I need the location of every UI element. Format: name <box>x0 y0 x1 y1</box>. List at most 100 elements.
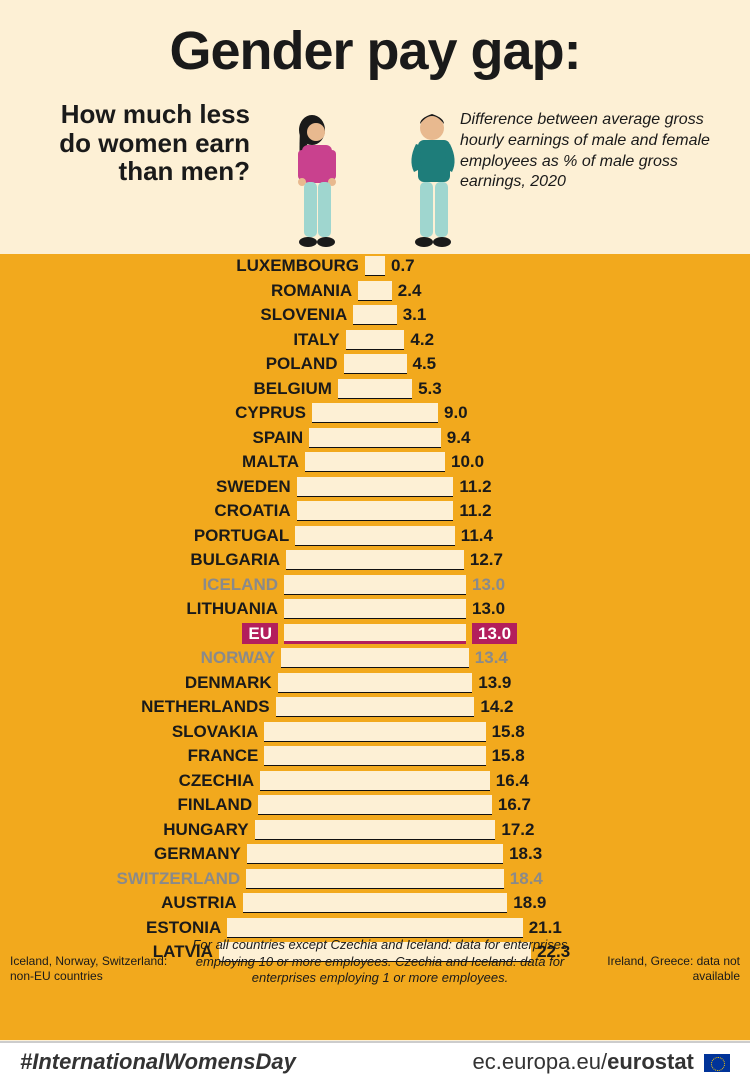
chart-row: BELGIUM5.3 <box>0 377 750 402</box>
eu-flag-icon <box>704 1054 730 1072</box>
row-value: 0.7 <box>375 254 750 278</box>
row-label: AUSTRIA <box>0 891 375 915</box>
row-value: 11.2 <box>375 499 750 523</box>
chart-row: ROMANIA2.4 <box>0 279 750 304</box>
divergent-chart: LUXEMBOURG0.7ROMANIA2.4SLOVENIA3.1ITALY4… <box>0 254 750 970</box>
chart-row: DENMARK13.9 <box>0 671 750 696</box>
row-value: 11.4 <box>375 524 750 548</box>
row-label: BELGIUM <box>0 377 375 401</box>
row-value: 13.0 <box>375 597 750 621</box>
chart-area: LUXEMBOURG0.7ROMANIA2.4SLOVENIA3.1ITALY4… <box>0 254 750 1040</box>
row-value: 13.0 <box>375 622 750 646</box>
row-label: SPAIN <box>0 426 375 450</box>
row-value: 3.1 <box>375 303 750 327</box>
chart-row: FINLAND16.7 <box>0 793 750 818</box>
row-value: 5.3 <box>375 377 750 401</box>
chart-row: ICELAND13.0 <box>0 573 750 598</box>
row-label: LITHUANIA <box>0 597 375 621</box>
row-label: ICELAND <box>0 573 375 597</box>
row-value: 10.0 <box>375 450 750 474</box>
footnote-center: For all countries except Czechia and Ice… <box>190 937 570 986</box>
chart-row: BULGARIA12.7 <box>0 548 750 573</box>
row-label: SWITZERLAND <box>0 867 375 891</box>
row-value: 15.8 <box>375 720 750 744</box>
chart-row: SWITZERLAND18.4 <box>0 867 750 892</box>
row-value: 13.9 <box>375 671 750 695</box>
woman-figure <box>298 115 336 247</box>
row-label: DENMARK <box>0 671 375 695</box>
chart-row: NETHERLANDS14.2 <box>0 695 750 720</box>
row-value: 18.4 <box>375 867 750 891</box>
row-value: 18.9 <box>375 891 750 915</box>
row-label: FINLAND <box>0 793 375 817</box>
row-value: 18.3 <box>375 842 750 866</box>
chart-row: CROATIA11.2 <box>0 499 750 524</box>
chart-row: LITHUANIA13.0 <box>0 597 750 622</box>
row-label: POLAND <box>0 352 375 376</box>
row-label: NETHERLANDS <box>0 695 375 719</box>
chart-row: LUXEMBOURG0.7 <box>0 254 750 279</box>
row-label: EU <box>0 622 375 646</box>
row-label: SLOVENIA <box>0 303 375 327</box>
row-label: BULGARIA <box>0 548 375 572</box>
row-label: SWEDEN <box>0 475 375 499</box>
row-value: 16.7 <box>375 793 750 817</box>
row-label: CROATIA <box>0 499 375 523</box>
chart-row: HUNGARY17.2 <box>0 818 750 843</box>
man-figure <box>411 114 454 247</box>
row-label: MALTA <box>0 450 375 474</box>
row-label: GERMANY <box>0 842 375 866</box>
chart-row: EU13.0 <box>0 622 750 647</box>
row-label: SLOVAKIA <box>0 720 375 744</box>
chart-row: FRANCE15.8 <box>0 744 750 769</box>
row-label: ROMANIA <box>0 279 375 303</box>
row-label: ITALY <box>0 328 375 352</box>
row-value: 21.1 <box>375 916 750 940</box>
row-label: CZECHIA <box>0 769 375 793</box>
chart-row: SLOVENIA3.1 <box>0 303 750 328</box>
row-value: 12.7 <box>375 548 750 572</box>
chart-row: SWEDEN11.2 <box>0 475 750 500</box>
chart-row: PORTUGAL11.4 <box>0 524 750 549</box>
row-label: ESTONIA <box>0 916 375 940</box>
people-illustration <box>260 100 490 260</box>
row-label: HUNGARY <box>0 818 375 842</box>
chart-row: AUSTRIA18.9 <box>0 891 750 916</box>
source-bold: eurostat <box>607 1049 694 1074</box>
chart-row: NORWAY13.4 <box>0 646 750 671</box>
row-value: 14.2 <box>375 695 750 719</box>
row-value: 13.0 <box>375 573 750 597</box>
row-value: 15.8 <box>375 744 750 768</box>
hashtag: #InternationalWomensDay <box>20 1049 296 1075</box>
chart-row: ITALY4.2 <box>0 328 750 353</box>
chart-row: SLOVAKIA15.8 <box>0 720 750 745</box>
chart-row: CZECHIA16.4 <box>0 769 750 794</box>
chart-row: CYPRUS9.0 <box>0 401 750 426</box>
footnote-right: Ireland, Greece: data not available <box>590 954 740 984</box>
description: Difference between average gross hourly … <box>460 110 720 193</box>
row-label: LUXEMBOURG <box>0 254 375 278</box>
chart-row: POLAND4.5 <box>0 352 750 377</box>
subtitle: How much less do women earn than men? <box>30 100 250 186</box>
row-value: 16.4 <box>375 769 750 793</box>
chart-row: MALTA10.0 <box>0 450 750 475</box>
row-label: FRANCE <box>0 744 375 768</box>
row-value: 13.4 <box>375 646 750 670</box>
page-title: Gender pay gap: <box>0 0 750 82</box>
row-value: 4.5 <box>375 352 750 376</box>
chart-row: GERMANY18.3 <box>0 842 750 867</box>
footer-bar: #InternationalWomensDay ec.europa.eu/eur… <box>0 1041 750 1089</box>
footnote-left: Iceland, Norway, Switzerland: non-EU cou… <box>10 954 180 984</box>
row-value: 9.4 <box>375 426 750 450</box>
chart-row: SPAIN9.4 <box>0 426 750 451</box>
row-label: CYPRUS <box>0 401 375 425</box>
row-value: 11.2 <box>375 475 750 499</box>
row-value: 9.0 <box>375 401 750 425</box>
source-link[interactable]: ec.europa.eu/eurostat <box>473 1049 730 1075</box>
row-label: PORTUGAL <box>0 524 375 548</box>
row-value: 17.2 <box>375 818 750 842</box>
row-label: NORWAY <box>0 646 375 670</box>
row-value: 4.2 <box>375 328 750 352</box>
row-value: 2.4 <box>375 279 750 303</box>
source-prefix: ec.europa.eu/ <box>473 1049 608 1074</box>
